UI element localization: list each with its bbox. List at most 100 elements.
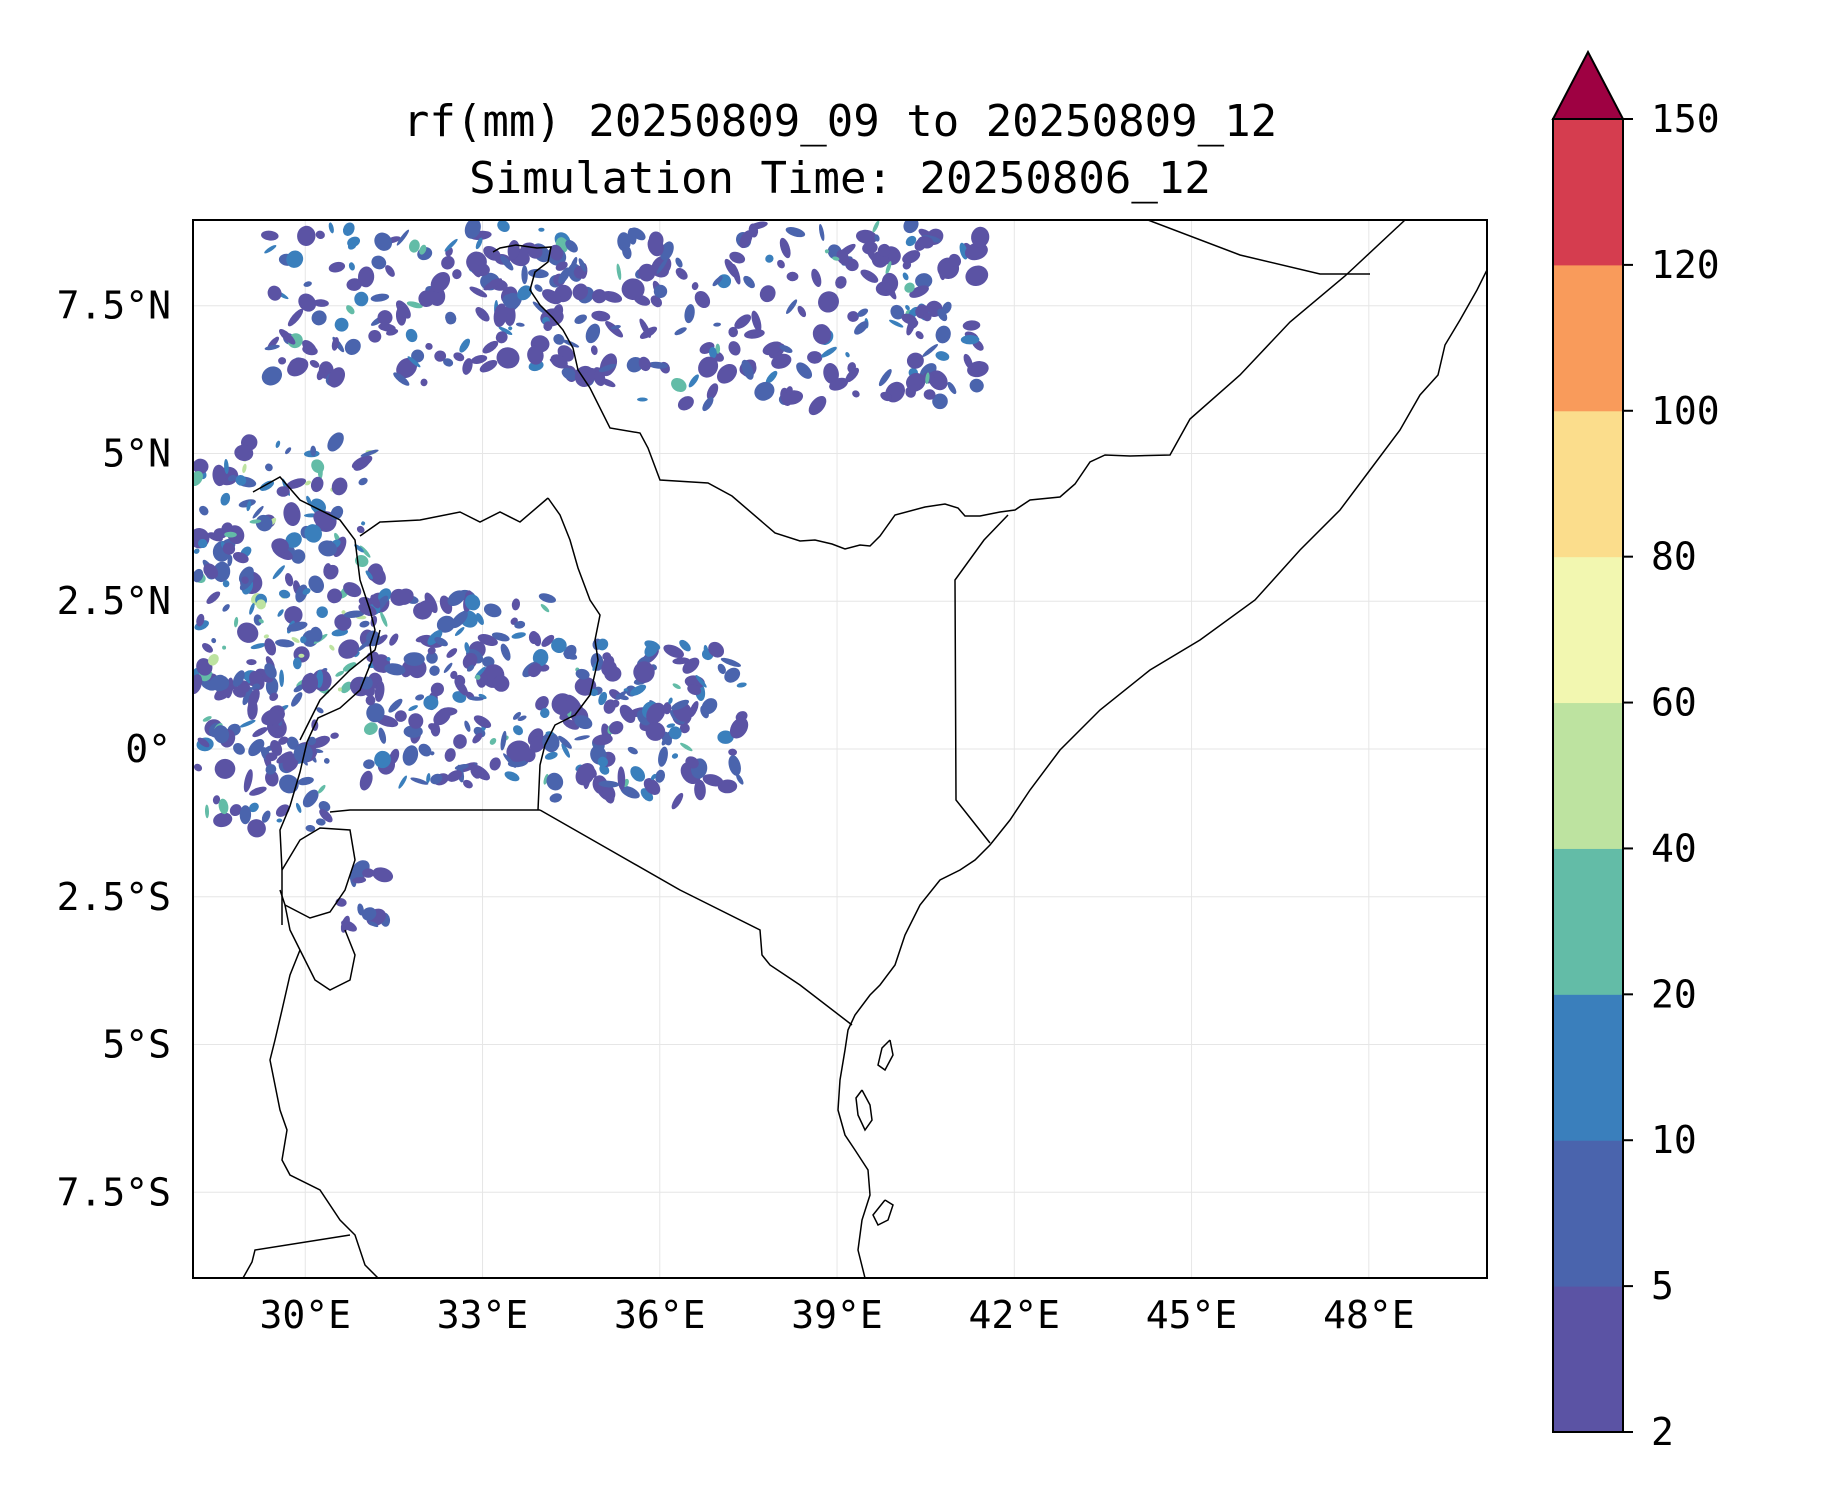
- rain-cell: [420, 378, 428, 387]
- rain-cell: [424, 592, 438, 614]
- rain-cell: [650, 295, 662, 308]
- rain-cell: [655, 769, 666, 783]
- lon-tick-label: 45°E: [1146, 1293, 1238, 1337]
- rain-cell: [829, 377, 849, 391]
- rain-cell: [741, 359, 754, 380]
- rain-cell: [436, 615, 456, 633]
- colorbar-swatch: [1553, 556, 1623, 704]
- rain-cell: [346, 305, 355, 315]
- rain-cell: [503, 753, 516, 768]
- rain-cell: [220, 492, 231, 506]
- rain-cell: [276, 818, 283, 823]
- rain-cell: [909, 285, 929, 298]
- colorbar-level-label: 2: [1651, 1410, 1674, 1454]
- rain-cell: [765, 370, 778, 384]
- rain-cell: [218, 798, 229, 815]
- rain-cell: [743, 275, 755, 289]
- rain-cell: [250, 643, 267, 650]
- border-south-sudan-uganda-drc: [252, 476, 376, 925]
- rain-cell: [374, 750, 392, 769]
- rain-cell: [890, 304, 905, 320]
- rain-cell: [334, 317, 349, 332]
- rain-cell: [370, 293, 390, 302]
- rain-cell: [354, 291, 369, 307]
- rain-cell: [287, 357, 309, 377]
- rain-cell: [344, 338, 361, 355]
- colorbar-swatch: [1553, 1286, 1623, 1433]
- rain-cell: [342, 222, 355, 236]
- rain-cell: [542, 289, 562, 305]
- rain-cell: [905, 304, 910, 311]
- colorbar-level-label: 20: [1651, 972, 1697, 1016]
- rain-cell: [406, 301, 423, 309]
- rain-cell: [301, 673, 319, 694]
- rain-cell: [466, 664, 475, 672]
- rain-cell: [445, 311, 457, 325]
- rain-cell: [341, 610, 346, 615]
- rain-cell: [284, 573, 294, 587]
- rain-cell: [264, 244, 277, 254]
- rain-cell: [677, 396, 694, 411]
- rain-cell: [777, 259, 785, 269]
- rain-cell: [889, 319, 904, 328]
- colorbar-swatches: [1551, 49, 1625, 1433]
- rain-cell: [275, 639, 295, 648]
- rain-cell: [502, 294, 519, 309]
- rain-cell: [267, 285, 282, 301]
- rain-cell: [365, 570, 373, 580]
- lon-tick-label: 30°E: [260, 1293, 352, 1337]
- rain-cell: [543, 773, 549, 785]
- map-frame: [192, 219, 1488, 1279]
- rain-cell: [493, 303, 508, 328]
- rainfall-field: [193, 220, 990, 933]
- rain-cell: [203, 563, 219, 579]
- rain-cell: [302, 340, 317, 355]
- rain-cell: [413, 602, 433, 620]
- rain-cell: [476, 613, 484, 625]
- rain-cell: [302, 789, 319, 808]
- border-ethiopia-somaliland: [1147, 220, 1370, 275]
- rain-cell: [278, 589, 291, 599]
- rain-cell: [708, 347, 717, 359]
- rain-cell: [807, 351, 823, 364]
- rain-cell: [729, 717, 749, 739]
- rain-cell: [960, 334, 980, 345]
- rain-cell: [797, 305, 807, 318]
- rain-cell: [633, 661, 655, 683]
- rain-cell: [252, 505, 264, 519]
- rain-cell: [477, 634, 498, 646]
- border-uganda-south-sudan: [359, 497, 549, 537]
- border-rwanda-burundi: [279, 827, 356, 919]
- rain-cell: [675, 257, 683, 268]
- rain-cell: [715, 343, 721, 354]
- rain-cell: [309, 359, 320, 368]
- rain-cell: [430, 271, 451, 293]
- rain-cell: [574, 365, 595, 387]
- rain-cell: [242, 463, 247, 474]
- rain-cell: [402, 745, 419, 766]
- rain-cell: [253, 614, 263, 626]
- rain-cell: [378, 727, 387, 744]
- rain-cell: [621, 278, 645, 301]
- rain-cell: [504, 771, 520, 782]
- rain-cell: [922, 312, 932, 322]
- island-pemba: [877, 1039, 894, 1072]
- rain-cell: [771, 353, 792, 369]
- rain-cell: [258, 618, 264, 624]
- rain-cell: [279, 669, 285, 687]
- rain-cell: [600, 378, 616, 388]
- rain-cell: [377, 310, 393, 326]
- rain-cell: [762, 341, 783, 356]
- colorbar-level-label: 150: [1651, 97, 1720, 141]
- rain-cell: [562, 719, 580, 730]
- rain-cell: [243, 769, 253, 793]
- rain-cell: [694, 779, 706, 801]
- rain-cell: [434, 350, 447, 362]
- rain-cell: [616, 263, 622, 281]
- rain-cell: [563, 651, 578, 660]
- rain-cell: [365, 695, 376, 706]
- rain-cell: [278, 736, 289, 745]
- rain-cell: [193, 470, 203, 487]
- rain-cell: [324, 564, 339, 580]
- rain-cell: [885, 261, 892, 275]
